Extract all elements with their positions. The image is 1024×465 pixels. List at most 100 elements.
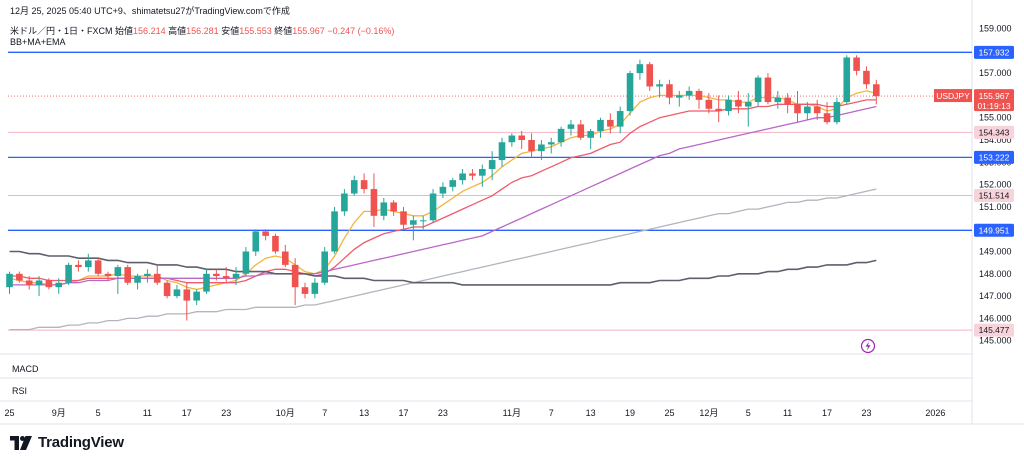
open-value: 156.214 [133, 26, 166, 36]
candle-body [695, 90, 703, 100]
candle-body [794, 104, 801, 114]
candle-body [676, 95, 683, 98]
candle-body [508, 135, 516, 143]
candle-body [587, 131, 594, 138]
candle-body [744, 102, 752, 107]
candle-body [735, 99, 742, 107]
candle-body [616, 111, 624, 127]
candle-body [853, 57, 860, 71]
time-tick-label: 10月 [276, 408, 295, 418]
low-value: 155.553 [239, 26, 272, 36]
candle-body [666, 84, 673, 98]
candle-body [626, 73, 634, 112]
low-label: 安値 [221, 26, 240, 36]
rsi-panel-label[interactable]: RSI [12, 386, 28, 396]
indicator-legend[interactable]: BB+MA+EMA [10, 37, 66, 47]
price-tick-label: 145.000 [979, 336, 1012, 346]
price-tick-label: 149.000 [979, 247, 1012, 257]
candle-body [498, 142, 506, 161]
candle-body [705, 99, 713, 109]
chart-grid [0, 0, 1024, 425]
tradingview-logo-icon [10, 435, 32, 450]
candle-body [607, 119, 614, 127]
candle-body [114, 267, 122, 277]
candle-body [222, 276, 230, 279]
candle-body [863, 70, 870, 85]
price-level-badge [974, 150, 1014, 164]
candle-body [764, 77, 772, 103]
candle-body [449, 180, 457, 187]
price-level-badge-label: 145.477 [979, 325, 1010, 335]
macd-panel-label[interactable]: MACD [12, 364, 39, 374]
time-tick-label: 23 [861, 408, 871, 418]
candle-body [380, 202, 388, 216]
time-tick-label: 7 [322, 408, 327, 418]
price-level-badge-label: 149.951 [979, 225, 1010, 235]
candle-body [390, 202, 397, 212]
candle-body [646, 64, 654, 87]
time-tick-label: 23 [438, 408, 448, 418]
candle-body [350, 180, 358, 194]
close-value: 155.967 [292, 26, 325, 36]
candle-body [843, 57, 851, 103]
symbol-badge [934, 89, 972, 103]
candle-body [754, 77, 762, 103]
candle-body [291, 264, 299, 288]
candle-body [232, 273, 240, 279]
candle-body [804, 106, 811, 114]
candle-body [104, 273, 112, 277]
candle-body [163, 282, 171, 297]
candle-body [488, 160, 496, 169]
tradingview-brand: TradingView [10, 434, 124, 451]
last-price-badge [974, 89, 1014, 112]
price-level-badge [974, 223, 1014, 237]
candle-body [784, 97, 791, 105]
lightning-icon[interactable] [860, 338, 876, 354]
candle-body [479, 168, 486, 176]
time-tick-label: 13 [359, 408, 369, 418]
price-tick-label: 151.000 [979, 202, 1012, 212]
candle-body [331, 211, 338, 252]
axis-badges: 157.932 154.343 153.222 151.514 149.951 145.4… [934, 45, 1014, 337]
price-level-badge-label: 157.932 [979, 47, 1010, 57]
price-level-badge [974, 188, 1014, 202]
candle-body [153, 273, 161, 283]
time-axis: 25 9月 5 11 17 23 10月 7 13 17 23 11月 7 13 19 25 12月 5 11 17 2… [4, 408, 945, 418]
candle-body [715, 108, 722, 112]
price-tick-label: 154.000 [979, 135, 1012, 145]
candle-body [577, 124, 585, 138]
candle-body [538, 144, 545, 152]
candle-body [656, 84, 663, 87]
candle-body [144, 273, 151, 277]
time-tick-label: 11月 [503, 408, 521, 418]
last-price-value: 155.967 [979, 91, 1010, 101]
price-level-badge-label: 151.514 [979, 190, 1010, 200]
symbol-badge-label: USDJPY [936, 91, 970, 101]
candle-body [321, 251, 328, 283]
candle-body [242, 251, 250, 274]
candle-body [213, 273, 220, 277]
time-tick-label: 11 [143, 408, 152, 418]
time-tick-label: 17 [398, 408, 408, 418]
time-tick-label: 11 [783, 408, 792, 418]
candle-body [636, 64, 644, 74]
created-info: 12月 25, 2025 05:40 UTC+9、shimatetsu27がTr… [10, 6, 290, 16]
tradingview-wordmark: TradingView [38, 434, 124, 451]
price-tick-label: 147.000 [979, 291, 1012, 301]
candle-body [518, 135, 525, 140]
candle-body [774, 97, 782, 103]
time-tick-label: 2026 [925, 408, 945, 418]
price-level-badge [974, 45, 1014, 59]
change-value: −0.247 (−0.16%) [327, 26, 395, 36]
candle-body [429, 193, 437, 221]
ohlc-legend: 米ドル／円・1日・FXCM 始値156.214 高値156.281 安値155.… [10, 24, 394, 37]
candle-body [45, 280, 53, 288]
candle-body [370, 189, 378, 216]
high-value: 156.281 [186, 26, 219, 36]
candle-body [94, 260, 102, 274]
time-tick-label: 9月 [52, 408, 66, 418]
candle-body [6, 273, 13, 288]
candle-body [813, 106, 821, 114]
price-tick-label: 159.000 [979, 24, 1012, 34]
